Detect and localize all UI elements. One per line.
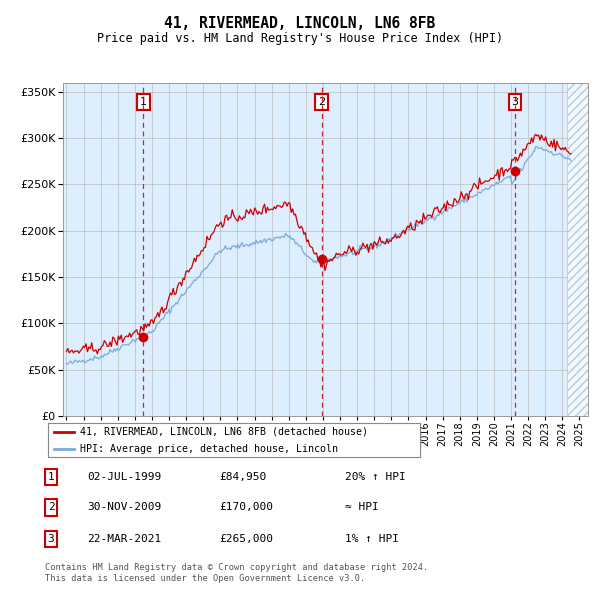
- Text: 1% ↑ HPI: 1% ↑ HPI: [345, 534, 399, 543]
- Text: HPI: Average price, detached house, Lincoln: HPI: Average price, detached house, Linc…: [80, 444, 338, 454]
- Text: 3: 3: [511, 97, 518, 107]
- Text: Contains HM Land Registry data © Crown copyright and database right 2024.: Contains HM Land Registry data © Crown c…: [45, 563, 428, 572]
- Text: £84,950: £84,950: [219, 472, 266, 481]
- Text: 41, RIVERMEAD, LINCOLN, LN6 8FB: 41, RIVERMEAD, LINCOLN, LN6 8FB: [164, 16, 436, 31]
- Text: 30-NOV-2009: 30-NOV-2009: [87, 503, 161, 512]
- Text: 1: 1: [140, 97, 147, 107]
- Text: £265,000: £265,000: [219, 534, 273, 543]
- Text: 41, RIVERMEAD, LINCOLN, LN6 8FB (detached house): 41, RIVERMEAD, LINCOLN, LN6 8FB (detache…: [80, 427, 368, 437]
- Text: 1: 1: [47, 472, 55, 481]
- Text: 22-MAR-2021: 22-MAR-2021: [87, 534, 161, 543]
- Text: 2: 2: [47, 503, 55, 512]
- Text: £170,000: £170,000: [219, 503, 273, 512]
- Text: 20% ↑ HPI: 20% ↑ HPI: [345, 472, 406, 481]
- Text: 3: 3: [47, 534, 55, 543]
- Text: This data is licensed under the Open Government Licence v3.0.: This data is licensed under the Open Gov…: [45, 573, 365, 583]
- Text: ≈ HPI: ≈ HPI: [345, 503, 379, 512]
- Text: Price paid vs. HM Land Registry's House Price Index (HPI): Price paid vs. HM Land Registry's House …: [97, 32, 503, 45]
- Text: 02-JUL-1999: 02-JUL-1999: [87, 472, 161, 481]
- Text: 2: 2: [318, 97, 325, 107]
